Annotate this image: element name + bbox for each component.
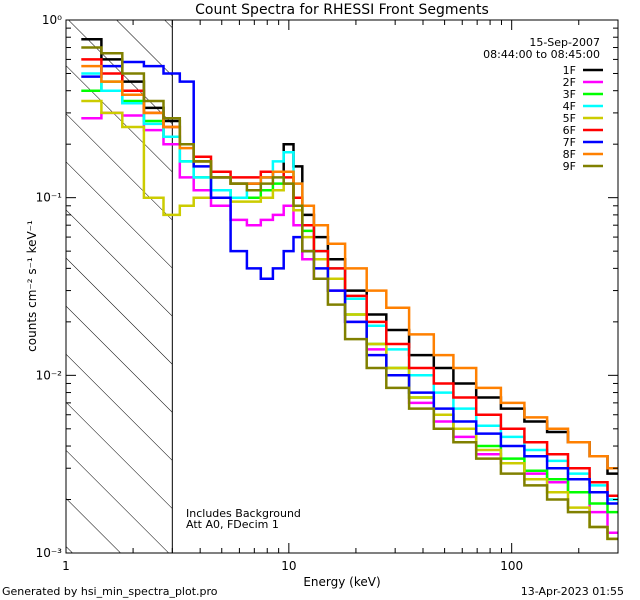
legend-label-1F: 1F bbox=[563, 64, 576, 77]
annotation-attenuator: Att A0, FDecim 1 bbox=[186, 518, 279, 531]
date-label: 15-Sep-2007 bbox=[529, 36, 600, 49]
legend-label-4F: 4F bbox=[563, 100, 576, 113]
footer-generated-by: Generated by hsi_min_spectra_plot.pro bbox=[2, 585, 218, 598]
series-9F bbox=[81, 46, 618, 541]
y-tick-label: 10⁰ bbox=[42, 13, 62, 27]
series-layer bbox=[81, 37, 618, 541]
plot-frame bbox=[65, 19, 619, 554]
x-axis-label: Energy (keV) bbox=[303, 575, 380, 589]
y-tick-label: 10⁻¹ bbox=[36, 191, 63, 205]
legend-label-6F: 6F bbox=[563, 124, 576, 137]
y-tick-label: 10⁻² bbox=[36, 368, 63, 382]
legend-label-8F: 8F bbox=[563, 148, 576, 161]
time-range-label: 08:44:00 to 08:45:00 bbox=[483, 48, 600, 61]
legend-label-3F: 3F bbox=[563, 88, 576, 101]
y-tick-label: 10⁻³ bbox=[36, 546, 63, 560]
legend-label-9F: 9F bbox=[563, 160, 576, 173]
footer-timestamp: 13-Apr-2023 01:55 bbox=[521, 585, 624, 598]
series-5F bbox=[81, 99, 618, 541]
legend-label-5F: 5F bbox=[563, 112, 576, 125]
tick-layer: 1 10 100 10⁰ 10⁻¹ 10⁻² 10⁻³ bbox=[36, 13, 619, 573]
x-tick-label: 10 bbox=[281, 559, 296, 573]
chart-title: Count Spectra for RHESSI Front Segments bbox=[195, 2, 489, 18]
y-axis-label: counts cm⁻² s⁻¹ keV⁻¹ bbox=[25, 220, 39, 352]
x-tick-label: 100 bbox=[500, 559, 523, 573]
annotation-background: Includes Background bbox=[186, 507, 301, 520]
legend-label-7F: 7F bbox=[563, 136, 576, 149]
legend-label-2F: 2F bbox=[563, 76, 576, 89]
x-tick-label: 1 bbox=[62, 559, 70, 573]
